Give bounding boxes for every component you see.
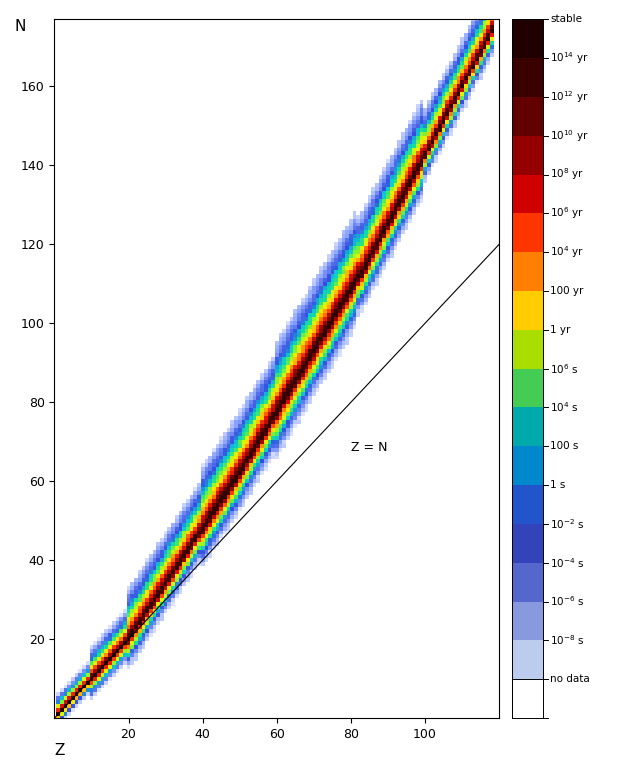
Text: 10$^{-2}$ s: 10$^{-2}$ s: [550, 517, 585, 531]
Text: 1 yr: 1 yr: [550, 325, 571, 335]
Bar: [512, 97, 543, 136]
Bar: [512, 446, 543, 485]
Bar: [512, 291, 543, 329]
Text: 10$^{6}$ s: 10$^{6}$ s: [550, 362, 579, 376]
Bar: [512, 329, 543, 369]
Text: 100 yr: 100 yr: [550, 286, 584, 296]
Bar: [512, 563, 543, 601]
Text: 10$^{12}$ yr: 10$^{12}$ yr: [550, 89, 589, 104]
Bar: [512, 679, 543, 718]
Text: Z = N: Z = N: [351, 441, 387, 454]
Text: no data: no data: [550, 674, 590, 684]
Text: Z: Z: [54, 743, 65, 757]
Text: 10$^{-8}$ s: 10$^{-8}$ s: [550, 634, 585, 647]
Text: N: N: [14, 19, 26, 35]
Bar: [512, 252, 543, 291]
Text: 10$^{8}$ yr: 10$^{8}$ yr: [550, 167, 584, 183]
Text: 100 s: 100 s: [550, 442, 579, 452]
Bar: [512, 408, 543, 446]
Text: 10$^{10}$ yr: 10$^{10}$ yr: [550, 127, 589, 144]
Text: 10$^{4}$ s: 10$^{4}$ s: [550, 401, 579, 415]
Text: 10$^{4}$ yr: 10$^{4}$ yr: [550, 244, 584, 260]
Text: 10$^{6}$ yr: 10$^{6}$ yr: [550, 205, 584, 221]
Bar: [512, 174, 543, 214]
Text: 1 s: 1 s: [550, 480, 566, 490]
Text: 10$^{14}$ yr: 10$^{14}$ yr: [550, 50, 589, 66]
Bar: [512, 601, 543, 641]
Bar: [512, 369, 543, 408]
Bar: [512, 214, 543, 252]
Text: stable: stable: [550, 14, 582, 25]
Bar: [512, 19, 543, 58]
Bar: [512, 524, 543, 563]
Bar: [512, 641, 543, 679]
Bar: [512, 485, 543, 524]
Bar: [512, 58, 543, 97]
Bar: [512, 136, 543, 174]
Text: 10$^{-6}$ s: 10$^{-6}$ s: [550, 594, 585, 608]
Text: 10$^{-4}$ s: 10$^{-4}$ s: [550, 556, 585, 570]
